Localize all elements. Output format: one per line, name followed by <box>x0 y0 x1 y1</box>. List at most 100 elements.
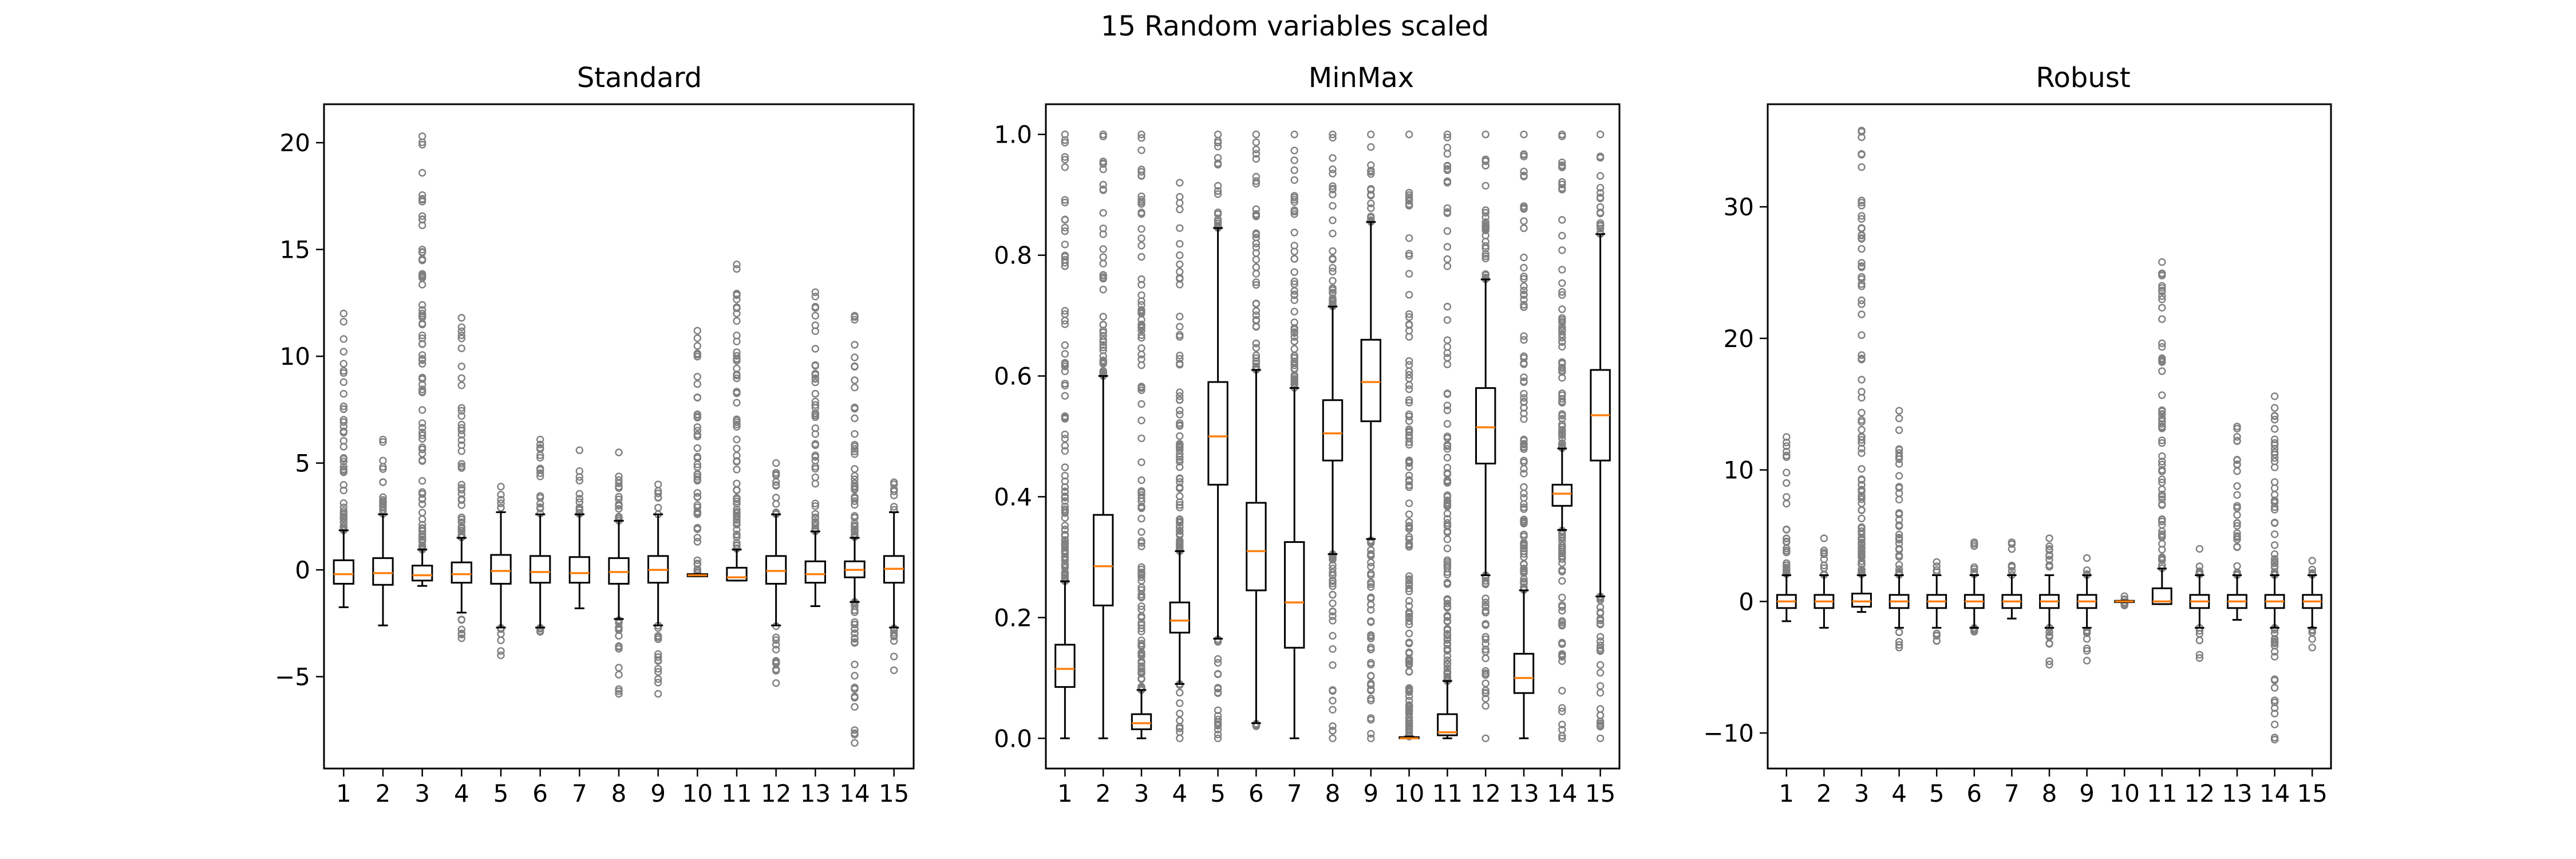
flier-point <box>1858 465 1866 473</box>
flier-point <box>851 497 859 505</box>
flier-point <box>2270 550 2279 558</box>
flier-point <box>1895 455 1903 463</box>
flier-point <box>1481 213 1490 221</box>
flier-point <box>1520 569 1528 577</box>
flier-point <box>1783 534 1791 543</box>
flier-point <box>1214 182 1222 190</box>
flier-point <box>1329 182 1337 190</box>
flier-point <box>2195 651 2204 659</box>
flier-point <box>654 632 662 640</box>
x-tick-label: 4 <box>1891 779 1907 807</box>
x-tick-label: 10 <box>2109 779 2139 807</box>
flier-point <box>2270 710 2279 718</box>
flier-point <box>851 362 859 371</box>
flier-point <box>1329 165 1337 174</box>
flier-point <box>1405 597 1413 605</box>
flier-point <box>1558 602 1566 611</box>
flier-point <box>1443 580 1452 588</box>
flier-point <box>1367 734 1375 743</box>
flier-point <box>733 354 741 362</box>
flier-point <box>851 383 859 392</box>
flier-point <box>1405 425 1413 434</box>
flier-point <box>418 351 426 359</box>
flier-point <box>1137 659 1145 667</box>
flier-point <box>1214 688 1222 697</box>
flier-point <box>811 464 820 473</box>
flier-point <box>1858 296 1866 305</box>
flier-point <box>1481 130 1490 139</box>
flier-point <box>772 645 780 654</box>
flier-point <box>733 304 741 312</box>
flier-point <box>1176 331 1184 339</box>
flier-point <box>1405 639 1413 648</box>
flier-point <box>1099 332 1107 340</box>
flier-point <box>1176 251 1184 259</box>
flier-point <box>1252 205 1261 213</box>
flier-point <box>1290 268 1298 276</box>
flier-point <box>1405 576 1413 585</box>
flier-point <box>1367 130 1375 139</box>
flier-point <box>1137 504 1145 513</box>
flier-point <box>1137 320 1145 329</box>
x-tick-label: 9 <box>1363 779 1378 807</box>
flier-point <box>1137 636 1145 644</box>
flier-point <box>2270 676 2279 684</box>
flier-point <box>851 483 859 491</box>
flier-group <box>1481 130 1490 743</box>
flier-point <box>851 685 859 693</box>
flier-point <box>1405 587 1413 596</box>
flier-point <box>1596 734 1605 743</box>
flier-point <box>851 440 859 449</box>
iqr-box <box>1284 541 1305 649</box>
y-tick-label: 0.0 <box>994 724 1032 752</box>
flier-point <box>772 459 780 467</box>
flier-point <box>693 444 702 452</box>
flier-point <box>1558 231 1566 240</box>
flier-point <box>1137 593 1145 602</box>
flier-point <box>1099 344 1107 352</box>
flier-point <box>1137 168 1145 176</box>
flier-point <box>1137 331 1145 339</box>
flier-point <box>1481 671 1490 679</box>
flier-point <box>1214 219 1222 227</box>
flier-point <box>457 460 465 468</box>
flier-point <box>1481 270 1490 278</box>
flier-point <box>1290 210 1298 218</box>
flier-point <box>1405 620 1413 629</box>
flier-point <box>1176 396 1184 404</box>
flier-point <box>851 692 859 700</box>
iqr-box <box>451 561 473 584</box>
flier-point <box>575 506 583 514</box>
flier-point <box>1137 196 1145 204</box>
x-tick-label: 11 <box>1432 779 1463 807</box>
flier-point <box>457 495 465 503</box>
flier-point <box>1558 639 1566 647</box>
flier-point <box>1061 544 1069 552</box>
flier-point <box>1405 130 1413 139</box>
flier-point <box>2158 295 2166 304</box>
flier-point <box>2270 392 2279 400</box>
flier-point <box>733 265 741 273</box>
flier-point <box>1176 322 1184 331</box>
flier-group <box>615 448 623 698</box>
flier-point <box>811 401 820 409</box>
flier-point <box>1443 626 1452 635</box>
flier-point <box>1061 392 1069 400</box>
flier-point <box>1443 442 1452 450</box>
flier-point <box>1252 351 1261 360</box>
flier-point <box>733 451 741 460</box>
flier-point <box>851 341 859 349</box>
flier-point <box>575 495 583 503</box>
flier-point <box>2195 629 2204 638</box>
flier-point <box>1367 659 1375 667</box>
flier-point <box>1137 316 1145 324</box>
flier-point <box>733 521 741 529</box>
boxplot-13 <box>2227 423 2247 621</box>
flier-point <box>339 335 347 343</box>
flier-point <box>693 373 702 381</box>
flier-point <box>1858 331 1866 339</box>
flier-point <box>1367 730 1375 738</box>
flier-point <box>575 490 583 498</box>
flier-point <box>851 430 859 438</box>
flier-point <box>457 412 465 420</box>
